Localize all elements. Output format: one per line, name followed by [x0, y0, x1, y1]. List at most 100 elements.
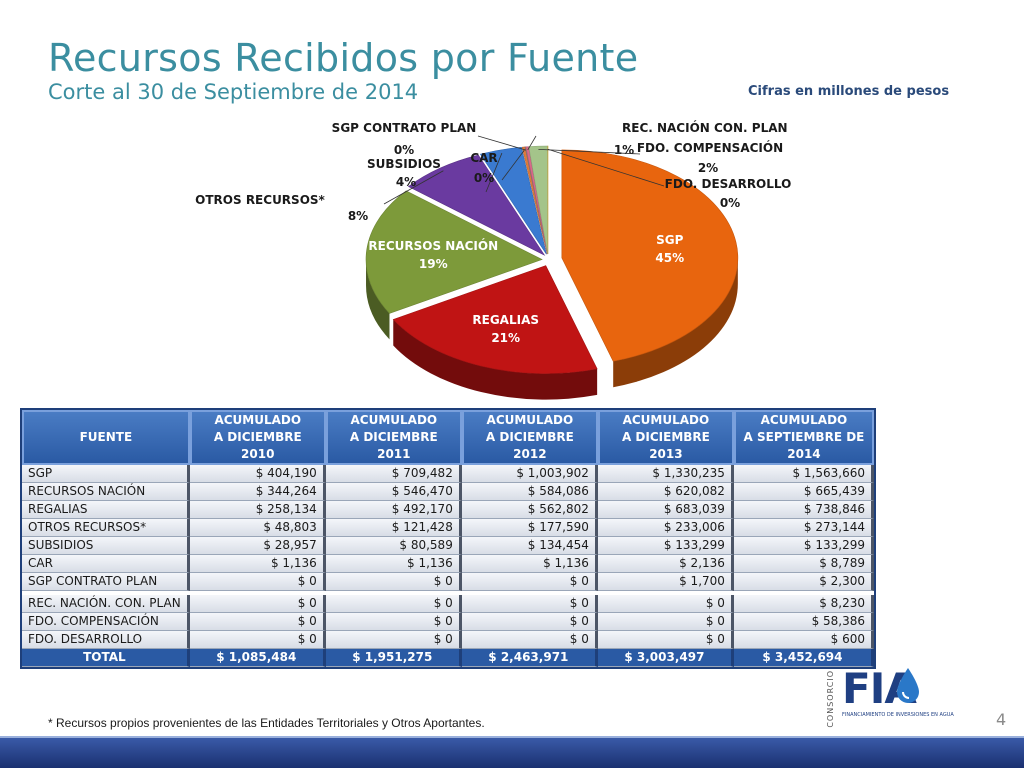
table-cell-amount: $ 1,330,235 [597, 465, 734, 483]
pie-slice-label: RECURSOS NACIÓN [368, 238, 498, 253]
logo-tagline: FINANCIAMIENTO DE INVERSIONES EN AGUA [842, 712, 954, 718]
table-total-row: TOTAL $ 1,085,484 $ 1,951,275 $ 2,463,971 $ … [22, 649, 874, 667]
pie-slice-label: FDO. COMPENSACIÓN [637, 140, 783, 155]
table-row: REGALIAS $ 258,134 $ 492,170 $ 562,802 $ 683… [22, 501, 874, 519]
table-cell-amount: $ 133,299 [733, 537, 874, 555]
table-row: SGP $ 404,190 $ 709,482 $ 1,003,902 $ 1,330,… [22, 465, 874, 483]
table-row: CAR $ 1,136 $ 1,136 $ 1,136 $ 2,136 $ 8,789 [22, 555, 874, 573]
table-cell-amount: $ 600 [733, 631, 874, 649]
table-cell-amount: $ 58,386 [733, 613, 874, 631]
table-cell-amount: $ 0 [461, 595, 598, 613]
table-cell-amount: $ 0 [461, 631, 598, 649]
pie-slice-percent: 4% [396, 175, 416, 189]
pie-leader-line [477, 135, 527, 151]
water-drop-icon [897, 668, 919, 703]
table-cell-amount: $ 233,006 [597, 519, 734, 537]
pie-slice-percent: 19% [419, 257, 448, 271]
pie-slice-percent: 0% [474, 171, 494, 185]
table-cell-amount: $ 683,039 [597, 501, 734, 519]
resources-table: FUENTE ACUMULADO A DICIEMBRE 2010 ACUMULA… [20, 408, 876, 669]
table-cell-source: SGP CONTRATO PLAN [22, 573, 190, 591]
table-cell-amount: $ 0 [325, 595, 462, 613]
table-row: RECURSOS NACIÓN $ 344,264 $ 546,470 $ 584,0… [22, 483, 874, 501]
table-row: SUBSIDIOS $ 28,957 $ 80,589 $ 134,454 $ 133,… [22, 537, 874, 555]
table-total-label: TOTAL [22, 649, 190, 667]
header-dic-2012: ACUMULADO A DICIEMBRE 2012 [461, 410, 598, 465]
fia-logo: CONSORCIO FIA FINANCIAMIENTO DE INVERSIO… [824, 664, 994, 728]
table-cell-source: OTROS RECURSOS* [22, 519, 190, 537]
pie-slice [365, 190, 543, 314]
table-row: OTROS RECURSOS* $ 48,803 $ 121,428 $ 177,59… [22, 519, 874, 537]
table-cell-amount: $ 0 [597, 613, 734, 631]
pie-slice [407, 154, 546, 256]
table-cell-amount: $ 562,802 [461, 501, 598, 519]
table-cell-amount: $ 546,470 [325, 483, 462, 501]
pie-slice-label: SUBSIDIOS [367, 157, 441, 171]
footnote: * Recursos propios provenientes de las E… [48, 716, 485, 730]
table-row: SGP CONTRATO PLAN $ 0 $ 0 $ 0 $ 1,700 $ 2,300 [22, 573, 874, 591]
pie-slice-label: CAR [470, 151, 497, 165]
pie-slice-label: SGP [656, 233, 683, 247]
table-gap-row [22, 591, 874, 595]
slide-title: Recursos Recibidos por Fuente [48, 36, 639, 80]
table-cell-amount: $ 0 [325, 613, 462, 631]
page-number: 4 [996, 710, 1007, 729]
table-cell-amount: $ 121,428 [325, 519, 462, 537]
table-cell-amount: $ 8,230 [733, 595, 874, 613]
table-cell-source: FDO. COMPENSACIÓN [22, 613, 190, 631]
table-cell-amount: $ 404,190 [189, 465, 326, 483]
table-cell-amount: $ 738,846 [733, 501, 874, 519]
table-row: FDO. DESARROLLO $ 0 $ 0 $ 0 $ 0 $ 600 [22, 631, 874, 649]
header-fuente: FUENTE [22, 410, 190, 465]
pie-leader-line [383, 170, 444, 205]
slide-subtitle: Corte al 30 de Septiembre de 2014 [48, 80, 419, 104]
logo-side-text: CONSORCIO [826, 670, 835, 728]
table-cell-amount: $ 258,134 [189, 501, 326, 519]
header-dic-2010: ACUMULADO A DICIEMBRE 2010 [189, 410, 326, 465]
table-cell-amount: $ 0 [461, 613, 598, 631]
table-cell-amount: $ 1,136 [189, 555, 326, 573]
table-cell-amount: $ 1,700 [597, 573, 734, 591]
table-cell-amount: $ 0 [325, 573, 462, 591]
header-sep-2014: ACUMULADO A SEPTIEMBRE DE 2014 [733, 410, 874, 465]
table-cell-amount: $ 8,789 [733, 555, 874, 573]
units-note: Cifras en millones de pesos [748, 84, 950, 99]
pie-slice-side [393, 319, 598, 400]
table-cell-amount: $ 620,082 [597, 483, 734, 501]
pie-leader-line [547, 148, 665, 187]
table-cell-amount: $ 1,136 [325, 555, 462, 573]
table-cell-source: FDO. DESARROLLO [22, 631, 190, 649]
table-cell-amount: $ 492,170 [325, 501, 462, 519]
pie-slice-label: OTROS RECURSOS* [195, 193, 325, 207]
table-cell-amount: $ 28,957 [189, 537, 326, 555]
pie-slice [525, 146, 548, 255]
table-cell-amount: $ 665,439 [733, 483, 874, 501]
table-cell-source: SUBSIDIOS [22, 537, 190, 555]
table-cell-source: REGALIAS [22, 501, 190, 519]
table-cell-amount: $ 0 [325, 631, 462, 649]
table-cell-amount: $ 709,482 [325, 465, 462, 483]
pie-slice-side [613, 257, 738, 388]
table-cell-amount: $ 344,264 [189, 483, 326, 501]
table-cell-source: SGP [22, 465, 190, 483]
table-header-row: FUENTE ACUMULADO A DICIEMBRE 2010 ACUMULA… [22, 410, 874, 465]
pie-leader-line [527, 135, 537, 151]
pie-chart: SGP 45% REGALIAS 21% RECURSOS NACIÓN 19% OTROS… [195, 120, 791, 400]
table-cell-amount: $ 0 [597, 631, 734, 649]
bottom-decoration-band [0, 736, 1024, 768]
table-cell-amount: $ 0 [461, 573, 598, 591]
table-cell-source: RECURSOS NACIÓN [22, 483, 190, 501]
table-cell-amount: $ 1,003,902 [461, 465, 598, 483]
table-cell-amount: $ 2,136 [597, 555, 734, 573]
pie-slice-side [366, 259, 390, 340]
table-cell-amount: $ 134,454 [461, 537, 598, 555]
pie-slice-percent: 45% [655, 251, 684, 265]
table-cell-source: CAR [22, 555, 190, 573]
table-total-amount: $ 1,951,275 [325, 649, 462, 667]
pie-slice-label: SGP CONTRATO PLAN [332, 121, 477, 135]
pie-slice-percent: 1% [614, 143, 634, 157]
pie-slice-percent: 0% [720, 196, 740, 210]
table-cell-source: REC. NACIÓN. CON. PLAN [22, 595, 190, 613]
pie-leader-line [501, 150, 525, 181]
table-cell-amount: $ 2,300 [733, 573, 874, 591]
